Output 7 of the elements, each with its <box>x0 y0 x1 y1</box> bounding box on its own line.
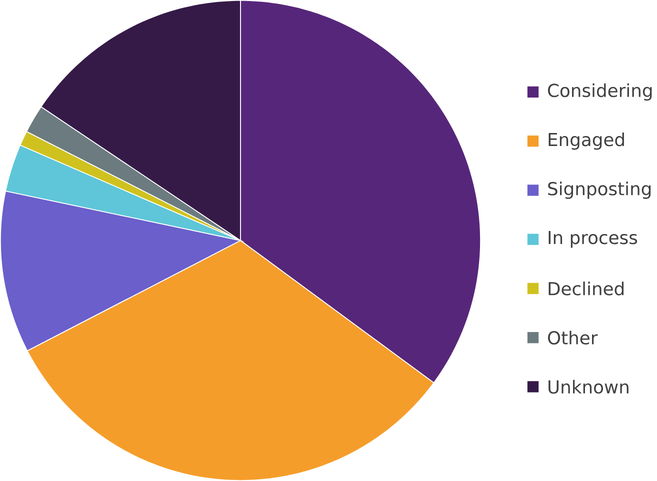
legend-label: Other <box>548 330 598 345</box>
legend-label: In process <box>548 231 638 248</box>
legend-label: Considering <box>548 83 652 101</box>
legend-label: Declined <box>548 282 624 296</box>
legend-label: Unknown <box>548 380 628 394</box>
legend-label: Engaged <box>548 132 624 150</box>
legend-label: Signposting <box>548 182 651 199</box>
